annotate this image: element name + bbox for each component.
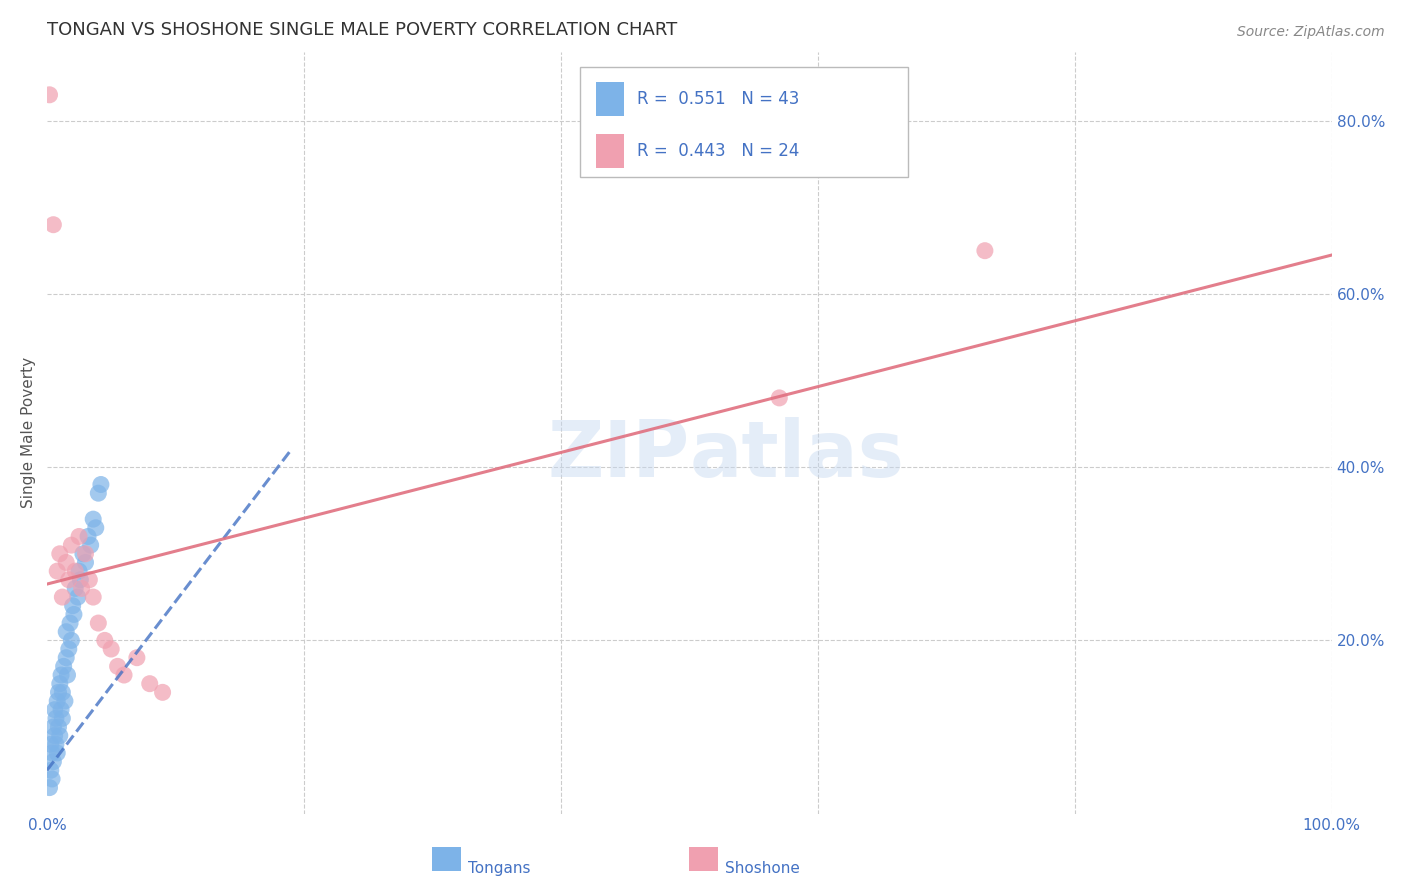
Point: [49, 668, 72, 682]
Point: [49, 547, 72, 561]
Point: [60, 633, 83, 648]
Point: [125, 650, 148, 665]
Point: [48, 685, 70, 699]
Point: [60, 538, 83, 552]
Point: [45, 711, 67, 725]
Point: [75, 556, 97, 570]
Point: [63, 582, 86, 596]
Text: TONGAN VS SHOSHONE SINGLE MALE POVERTY CORRELATION CHART: TONGAN VS SHOSHONE SINGLE MALE POVERTY C…: [46, 21, 678, 39]
Bar: [689, 847, 717, 871]
Point: [152, 685, 174, 699]
Point: [112, 668, 135, 682]
FancyBboxPatch shape: [581, 67, 908, 178]
Point: [90, 477, 112, 491]
Point: [53, 694, 76, 708]
Point: [45, 737, 67, 751]
Point: [56, 668, 79, 682]
Point: [72, 547, 94, 561]
Point: [51, 711, 73, 725]
Point: [87, 615, 110, 630]
Point: [94, 633, 117, 648]
Point: [49, 703, 72, 717]
Point: [42, 218, 65, 232]
Point: [41, 772, 63, 786]
Point: [52, 659, 75, 673]
Point: [84, 521, 107, 535]
Point: [768, 391, 790, 405]
Point: [51, 590, 73, 604]
Text: ZIP: ZIP: [547, 417, 689, 493]
Point: [82, 512, 104, 526]
Text: atlas: atlas: [689, 417, 904, 493]
Text: R =  0.443   N = 24: R = 0.443 N = 24: [637, 142, 799, 160]
Point: [58, 573, 80, 587]
Point: [63, 607, 86, 622]
Text: Source: ZipAtlas.com: Source: ZipAtlas.com: [1237, 25, 1385, 39]
Point: [44, 703, 66, 717]
Point: [42, 755, 65, 769]
Point: [138, 676, 160, 690]
Bar: [433, 847, 461, 871]
Point: [67, 529, 90, 543]
Y-axis label: Single Male Poverty: Single Male Poverty: [21, 357, 35, 508]
Point: [42, 720, 65, 734]
Point: [55, 650, 77, 665]
Point: [58, 642, 80, 657]
Point: [100, 642, 122, 657]
Point: [38, 780, 60, 795]
Point: [79, 538, 101, 552]
Text: Tongans: Tongans: [468, 861, 531, 876]
Point: [59, 615, 82, 630]
Point: [39, 764, 62, 778]
Point: [41, 746, 63, 760]
Point: [49, 729, 72, 743]
Point: [70, 582, 93, 596]
Point: [55, 624, 77, 639]
Point: [46, 564, 69, 578]
Point: [49, 676, 72, 690]
Point: [69, 573, 91, 587]
Text: Shoshone: Shoshone: [725, 861, 800, 876]
Text: R =  0.551   N = 43: R = 0.551 N = 43: [637, 90, 799, 108]
Point: [44, 729, 66, 743]
Point: [67, 564, 90, 578]
Point: [46, 746, 69, 760]
Point: [51, 685, 73, 699]
Point: [46, 694, 69, 708]
Point: [973, 244, 995, 258]
Point: [82, 590, 104, 604]
Point: [48, 720, 70, 734]
Point: [66, 590, 89, 604]
Point: [75, 547, 97, 561]
Point: [87, 486, 110, 500]
Bar: [596, 82, 624, 116]
Point: [77, 529, 100, 543]
Point: [38, 87, 60, 102]
Point: [55, 556, 77, 570]
Point: [62, 599, 84, 613]
Point: [107, 659, 129, 673]
Point: [39, 737, 62, 751]
Point: [63, 564, 86, 578]
Bar: [596, 134, 624, 168]
Point: [79, 573, 101, 587]
